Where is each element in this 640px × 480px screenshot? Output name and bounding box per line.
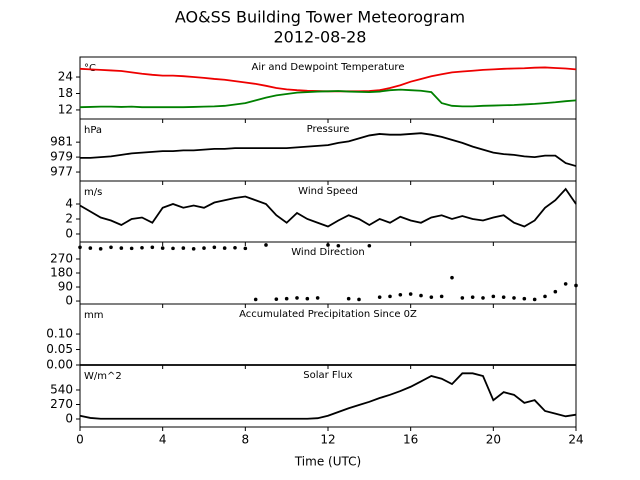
point bbox=[532, 297, 537, 302]
panel-title: Air and Dewpoint Temperature bbox=[252, 62, 405, 73]
point bbox=[160, 246, 165, 250]
point bbox=[109, 245, 113, 250]
x-tick-label: 4 bbox=[159, 433, 167, 447]
point bbox=[181, 246, 186, 250]
point bbox=[398, 293, 403, 297]
y-tick-label: 540 bbox=[50, 382, 73, 396]
point bbox=[264, 243, 268, 247]
point bbox=[140, 245, 144, 250]
panel-title: Wind Speed bbox=[298, 186, 358, 197]
point bbox=[88, 246, 93, 250]
point bbox=[191, 247, 196, 251]
series-line bbox=[79, 372, 577, 420]
y-tick-label: 2 bbox=[65, 211, 73, 225]
point bbox=[574, 283, 578, 288]
point bbox=[388, 294, 392, 299]
point bbox=[377, 295, 382, 299]
y-tick-label: 4 bbox=[65, 197, 73, 211]
y-tick-label: 0.05 bbox=[46, 342, 73, 356]
unit-label: W/m^2 bbox=[84, 371, 122, 382]
point bbox=[408, 292, 413, 296]
x-tick-label: 8 bbox=[242, 433, 250, 447]
x-axis-label: Time (UTC) bbox=[294, 455, 361, 469]
point bbox=[450, 275, 454, 280]
point bbox=[543, 294, 547, 299]
point bbox=[419, 293, 423, 298]
point bbox=[491, 294, 496, 299]
y-tick-label: 981 bbox=[50, 135, 73, 149]
point bbox=[202, 246, 206, 250]
y-tick-label: 270 bbox=[50, 397, 73, 411]
y-tick-label: 0.10 bbox=[46, 327, 73, 341]
y-tick-label: 0 bbox=[65, 294, 73, 308]
point bbox=[295, 296, 299, 300]
point bbox=[512, 296, 516, 300]
point bbox=[429, 295, 434, 299]
point bbox=[222, 246, 227, 250]
point bbox=[150, 245, 155, 250]
point bbox=[336, 243, 341, 248]
point bbox=[171, 246, 175, 251]
x-tick-label: 16 bbox=[403, 433, 418, 447]
point bbox=[98, 247, 103, 251]
point bbox=[357, 297, 361, 302]
y-tick-label: 24 bbox=[58, 70, 73, 84]
point bbox=[253, 297, 258, 302]
y-tick-label: 90 bbox=[58, 280, 73, 294]
x-tick-label: 0 bbox=[76, 433, 84, 447]
point bbox=[481, 296, 485, 300]
y-tick-label: 0.00 bbox=[46, 358, 73, 372]
y-tick-label: 270 bbox=[50, 251, 73, 265]
point bbox=[470, 295, 475, 299]
panel-title: Wind Direction bbox=[291, 247, 365, 258]
y-tick-label: 12 bbox=[58, 102, 73, 116]
point bbox=[305, 296, 310, 301]
point bbox=[233, 245, 237, 250]
y-tick-label: 977 bbox=[50, 165, 73, 179]
point bbox=[346, 296, 351, 301]
y-tick-label: 0 bbox=[65, 411, 73, 425]
x-tick-label: 24 bbox=[568, 433, 583, 447]
point bbox=[501, 295, 506, 299]
point bbox=[274, 297, 279, 301]
unit-label: m/s bbox=[84, 187, 102, 198]
series-line bbox=[80, 132, 577, 167]
unit-label: mm bbox=[84, 310, 103, 321]
point bbox=[367, 243, 372, 248]
y-tick-label: 18 bbox=[58, 86, 73, 100]
point bbox=[563, 282, 568, 286]
figure-title: AO&SS Building Tower Meteorogram bbox=[175, 8, 465, 27]
point bbox=[553, 289, 558, 294]
point bbox=[78, 245, 82, 250]
panel-title: Accumulated Precipitation Since 0Z bbox=[239, 309, 417, 320]
x-tick-label: 20 bbox=[486, 433, 501, 447]
figure-subtitle: 2012-08-28 bbox=[274, 28, 367, 47]
point bbox=[212, 245, 217, 250]
panel-title: Solar Flux bbox=[303, 370, 353, 381]
point bbox=[129, 246, 134, 251]
point bbox=[119, 246, 124, 250]
point bbox=[460, 296, 465, 300]
point bbox=[315, 296, 320, 300]
y-tick-label: 180 bbox=[50, 266, 73, 280]
unit-label: hPa bbox=[84, 125, 102, 136]
point bbox=[243, 246, 248, 251]
panel-title: Pressure bbox=[307, 124, 350, 135]
y-tick-label: 979 bbox=[50, 150, 73, 164]
series-line bbox=[79, 88, 577, 109]
point bbox=[439, 294, 444, 299]
point bbox=[522, 296, 527, 301]
point bbox=[326, 243, 330, 247]
point bbox=[284, 296, 289, 301]
series-line bbox=[79, 187, 577, 228]
x-tick-label: 12 bbox=[320, 433, 335, 447]
y-tick-label: 0 bbox=[65, 226, 73, 240]
